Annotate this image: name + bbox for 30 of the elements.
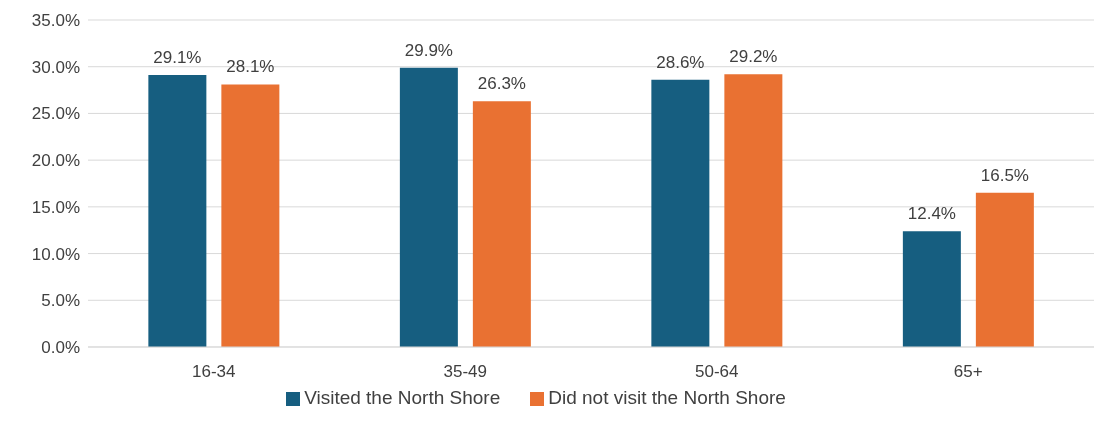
data-label: 12.4% — [907, 204, 956, 224]
y-tick-label: 30.0% — [31, 57, 80, 77]
x-tick-label: 35-49 — [443, 362, 487, 382]
bar — [221, 84, 280, 347]
x-tick-label: 50-64 — [695, 362, 739, 382]
data-label: 16.5% — [980, 165, 1029, 185]
y-tick-label: 25.0% — [31, 104, 80, 124]
y-tick-label: 0.0% — [41, 338, 80, 358]
data-label: 29.9% — [404, 40, 453, 60]
y-tick-label: 35.0% — [31, 11, 80, 31]
x-tick-label: 16-34 — [192, 362, 236, 382]
y-tick-label: 10.0% — [31, 244, 80, 264]
data-label: 29.2% — [729, 47, 778, 67]
data-label: 26.3% — [477, 74, 526, 94]
bar — [902, 231, 961, 347]
bar — [724, 74, 783, 347]
legend-label: Visited the North Shore — [304, 387, 501, 408]
data-label: 28.1% — [226, 57, 275, 77]
bar — [651, 79, 710, 347]
legend-label: Did not visit the North Shore — [548, 387, 786, 408]
bar — [399, 67, 458, 347]
y-tick-label: 5.0% — [41, 291, 80, 311]
bar — [975, 192, 1034, 347]
data-label: 29.1% — [153, 48, 202, 68]
data-label: 28.6% — [656, 52, 705, 72]
bar — [148, 75, 207, 347]
y-tick-label: 20.0% — [31, 151, 80, 171]
x-tick-label: 65+ — [953, 362, 983, 382]
y-tick-label: 15.0% — [31, 197, 80, 217]
bar — [472, 101, 531, 347]
